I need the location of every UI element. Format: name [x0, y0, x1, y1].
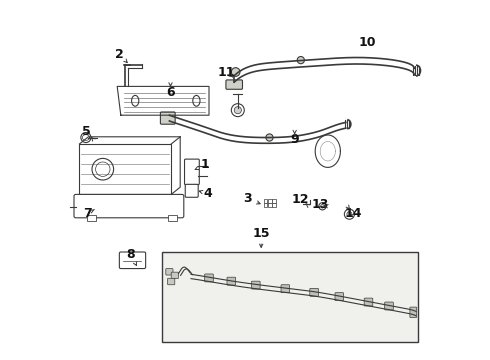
- Text: 1: 1: [201, 158, 210, 171]
- FancyBboxPatch shape: [160, 112, 175, 124]
- FancyBboxPatch shape: [166, 269, 173, 275]
- Circle shape: [344, 209, 354, 219]
- FancyBboxPatch shape: [171, 272, 178, 279]
- Circle shape: [92, 158, 114, 180]
- FancyBboxPatch shape: [251, 281, 260, 289]
- FancyBboxPatch shape: [227, 277, 236, 285]
- Text: 7: 7: [83, 207, 92, 220]
- Text: 12: 12: [292, 193, 309, 206]
- Circle shape: [319, 203, 326, 210]
- Text: 14: 14: [344, 207, 362, 220]
- Bar: [264, 199, 268, 203]
- Circle shape: [347, 212, 352, 217]
- Bar: [79, 144, 171, 194]
- FancyBboxPatch shape: [205, 274, 213, 282]
- FancyBboxPatch shape: [410, 307, 416, 318]
- Bar: [87, 215, 96, 221]
- Circle shape: [96, 162, 110, 176]
- Bar: [264, 203, 268, 207]
- Ellipse shape: [193, 95, 200, 106]
- FancyBboxPatch shape: [168, 278, 175, 285]
- Bar: [162, 252, 418, 342]
- Text: 8: 8: [126, 248, 135, 261]
- Text: 4: 4: [204, 187, 213, 200]
- FancyBboxPatch shape: [185, 159, 199, 185]
- Circle shape: [81, 132, 91, 143]
- Circle shape: [297, 57, 304, 64]
- FancyBboxPatch shape: [335, 293, 343, 301]
- Bar: [268, 199, 271, 203]
- Circle shape: [320, 204, 324, 208]
- Text: 10: 10: [359, 36, 376, 49]
- FancyBboxPatch shape: [281, 285, 290, 293]
- Bar: [168, 215, 176, 221]
- Circle shape: [234, 107, 242, 114]
- FancyBboxPatch shape: [364, 298, 373, 306]
- Text: 3: 3: [244, 192, 252, 205]
- Bar: [272, 203, 276, 207]
- Ellipse shape: [132, 95, 139, 106]
- FancyBboxPatch shape: [120, 252, 146, 269]
- FancyBboxPatch shape: [74, 194, 184, 218]
- Text: 11: 11: [218, 66, 235, 78]
- FancyBboxPatch shape: [385, 302, 393, 310]
- Text: 13: 13: [312, 198, 329, 211]
- Text: 15: 15: [252, 227, 270, 240]
- FancyBboxPatch shape: [185, 184, 198, 197]
- Text: 5: 5: [81, 125, 90, 138]
- Bar: [272, 199, 276, 203]
- Circle shape: [231, 104, 245, 117]
- FancyBboxPatch shape: [310, 288, 318, 296]
- Bar: [268, 203, 271, 207]
- Text: 9: 9: [291, 133, 299, 146]
- Text: 6: 6: [166, 86, 175, 99]
- Circle shape: [231, 68, 240, 76]
- FancyBboxPatch shape: [226, 80, 243, 89]
- Circle shape: [266, 134, 273, 141]
- Text: 2: 2: [115, 48, 123, 60]
